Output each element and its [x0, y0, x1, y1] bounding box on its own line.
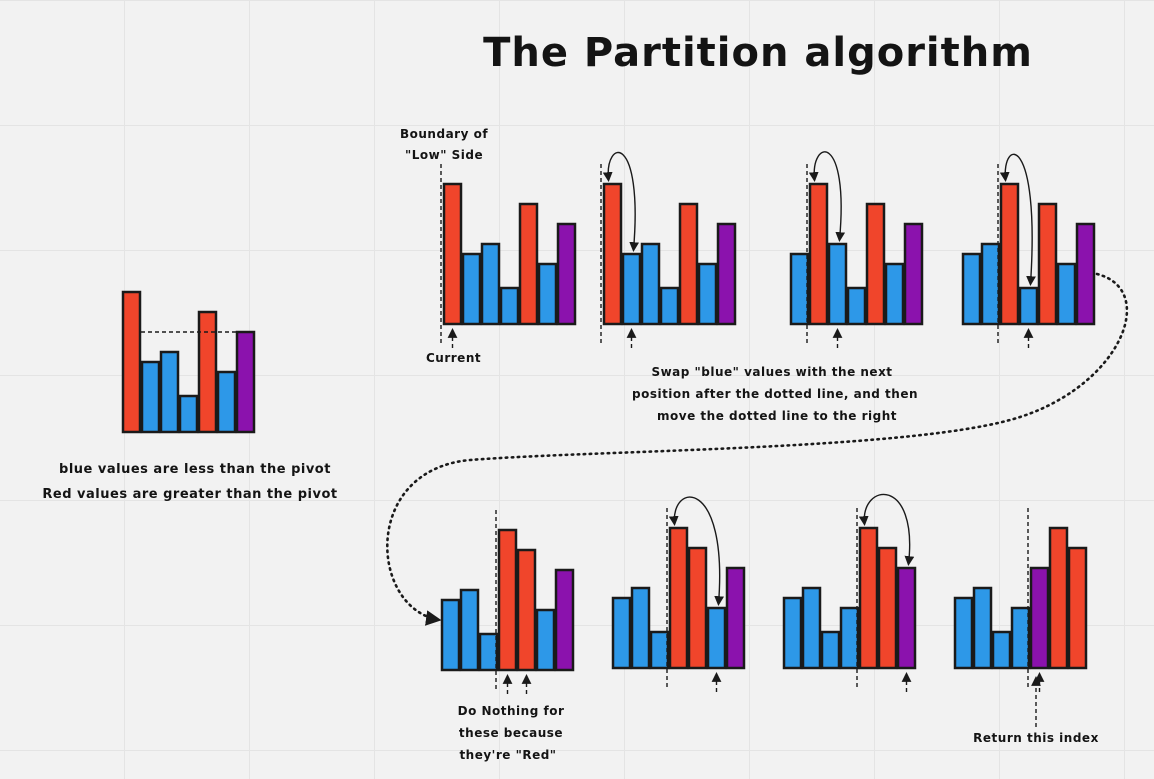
swap-arrow: [858, 493, 915, 566]
step-6-bar-4: [687, 546, 708, 670]
boundary-label-line1: Boundary of: [400, 127, 488, 141]
continuation-dotted-arrow: [386, 272, 1128, 626]
step-8-bar-2: [991, 630, 1012, 670]
step-4-bar-6: [1075, 222, 1096, 326]
step-8-bar-0: [953, 596, 974, 670]
swap-label-line3: move the dotted line to the right: [657, 409, 897, 423]
step-7-bar-2: [820, 630, 841, 670]
step-6-bar-5: [706, 606, 727, 670]
intro-array: [121, 290, 256, 434]
swap-label-line1: Swap "blue" values with the next: [651, 365, 892, 379]
intro-bar-1: [140, 360, 161, 434]
step-3-bar-5: [884, 262, 905, 326]
step-3: [789, 151, 924, 348]
legend-red-text: Red values are greater than the pivot: [42, 487, 337, 502]
step-6-bar-1: [630, 586, 651, 670]
step-2-bar-3: [659, 286, 680, 326]
swap-arrow: [602, 151, 640, 252]
step-5: [440, 510, 575, 694]
step-5-bar-1: [459, 588, 480, 672]
step-7-bar-0: [782, 596, 803, 670]
boundary-label-line2: "Low" Side: [405, 148, 483, 162]
step-1-bar-0: [442, 182, 463, 326]
step-4-bar-2: [999, 182, 1020, 326]
step-3-bar-0: [789, 252, 810, 326]
step-4-bar-1: [980, 242, 1001, 326]
intro-bar-3: [178, 394, 199, 434]
step-7-bar-1: [801, 586, 822, 670]
step-6-bar-0: [611, 596, 632, 670]
legend-blue-text: blue values are less than the pivot: [59, 462, 331, 477]
step-3-bar-2: [827, 242, 848, 326]
intro-bar-2: [159, 350, 180, 434]
page-title: The Partition algorithm: [483, 30, 1033, 76]
step-5-bar-6: [554, 568, 575, 672]
step-2-bar-1: [621, 252, 642, 326]
step-8-bar-6: [1067, 546, 1088, 670]
step-4-bar-4: [1037, 202, 1058, 326]
step-7-bar-4: [858, 526, 879, 670]
step-3-bar-3: [846, 286, 867, 326]
step-5-bar-4: [516, 548, 537, 672]
step-1-bar-1: [461, 252, 482, 326]
swap-label-line2: position after the dotted line, and then: [632, 387, 918, 401]
step-2-bar-5: [697, 262, 718, 326]
step-7-bar-6: [896, 566, 917, 670]
step-1-bar-3: [499, 286, 520, 326]
step-5-bar-5: [535, 608, 556, 672]
step-1-bar-5: [537, 262, 558, 326]
step-4-bar-3: [1018, 286, 1039, 326]
step-2-bar-6: [716, 222, 737, 326]
step-5-bar-0: [440, 598, 461, 672]
step-2-bar-2: [640, 242, 661, 326]
step-6-bar-6: [725, 566, 746, 670]
step-2-bar-0: [602, 182, 623, 326]
intro-bar-4: [197, 310, 218, 434]
step-8-bar-1: [972, 586, 993, 670]
step-8: [953, 508, 1088, 692]
step-3-bar-6: [903, 222, 924, 326]
step-7-bar-3: [839, 606, 860, 670]
step-8-bar-5: [1048, 526, 1069, 670]
step-5-bar-3: [497, 528, 518, 672]
step-8-bar-4: [1029, 566, 1050, 670]
step-7-bar-5: [877, 546, 898, 670]
return-index-label: Return this index: [973, 731, 1099, 745]
intro-bar-5: [216, 370, 237, 434]
step-1-bar-2: [480, 242, 501, 326]
step-2: [600, 151, 737, 348]
step-6-bar-3: [668, 526, 689, 670]
step-2-bar-4: [678, 202, 699, 326]
step-6: [611, 496, 746, 692]
step-8-bar-3: [1010, 606, 1031, 670]
step-1-bar-6: [556, 222, 577, 326]
swap-arrow: [999, 153, 1036, 286]
nothing-label-line2: these because: [459, 726, 563, 740]
intro-bar-6: [235, 330, 256, 434]
partition-steps: [440, 151, 1096, 694]
step-1-bar-4: [518, 202, 539, 326]
step-1: [440, 164, 577, 348]
current-label: Current: [426, 351, 481, 365]
step-5-bar-2: [478, 632, 499, 672]
step-6-bar-2: [649, 630, 670, 670]
swap-arrow: [668, 496, 724, 606]
step-3-bar-1: [808, 182, 829, 326]
swap-arrow: [808, 151, 846, 242]
step-4-bar-0: [961, 252, 982, 326]
step-4: [961, 153, 1096, 348]
step-7: [782, 493, 917, 692]
nothing-label-line1: Do Nothing for: [458, 704, 565, 718]
intro-bar-0: [121, 290, 142, 434]
step-4-bar-5: [1056, 262, 1077, 326]
nothing-label-line3: they're "Red": [459, 748, 556, 762]
step-3-bar-4: [865, 202, 886, 326]
